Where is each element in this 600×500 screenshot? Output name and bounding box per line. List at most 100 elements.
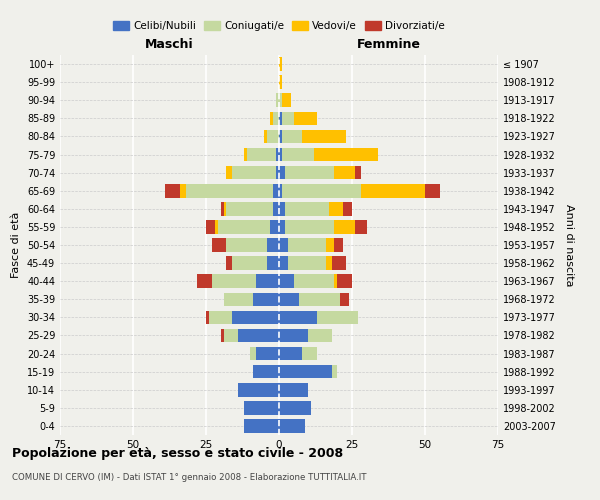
Text: COMUNE DI CERVO (IM) - Dati ISTAT 1° gennaio 2008 - Elaborazione TUTTITALIA.IT: COMUNE DI CERVO (IM) - Dati ISTAT 1° gen… [12, 472, 367, 482]
Bar [268, 130, 279, 143]
Y-axis label: Anni di nascita: Anni di nascita [564, 204, 574, 286]
Bar [282, 112, 293, 125]
Bar [226, 202, 273, 215]
Bar [212, 274, 256, 288]
Bar [279, 112, 282, 125]
Bar [265, 130, 268, 143]
Bar [224, 202, 226, 215]
Bar [165, 184, 180, 198]
Bar [221, 202, 224, 215]
Legend: Celibi/Nubili, Coniugati/e, Vedovi/e, Divorziati/e: Celibi/Nubili, Coniugati/e, Vedovi/e, Di… [109, 16, 449, 35]
Bar [334, 166, 355, 179]
Bar [279, 274, 293, 288]
Bar [279, 94, 282, 107]
Bar [285, 202, 329, 215]
Bar [332, 365, 337, 378]
Bar [334, 220, 355, 234]
Bar [270, 112, 273, 125]
Bar [185, 184, 273, 198]
Text: Maschi: Maschi [145, 38, 194, 52]
Bar [247, 148, 276, 162]
Bar [361, 184, 425, 198]
Bar [253, 365, 279, 378]
Bar [279, 256, 288, 270]
Y-axis label: Fasce di età: Fasce di età [11, 212, 21, 278]
Bar [232, 166, 276, 179]
Bar [232, 256, 268, 270]
Bar [215, 220, 218, 234]
Bar [276, 166, 279, 179]
Bar [244, 148, 247, 162]
Bar [337, 274, 352, 288]
Text: Femmine: Femmine [356, 38, 421, 52]
Bar [226, 238, 268, 252]
Bar [279, 166, 285, 179]
Bar [288, 256, 326, 270]
Bar [253, 292, 279, 306]
Bar [268, 256, 279, 270]
Bar [288, 238, 326, 252]
Bar [232, 310, 279, 324]
Bar [270, 220, 279, 234]
Bar [238, 383, 279, 396]
Bar [238, 328, 279, 342]
Bar [285, 220, 334, 234]
Bar [279, 130, 282, 143]
Bar [226, 166, 232, 179]
Bar [224, 328, 238, 342]
Bar [279, 148, 282, 162]
Bar [279, 220, 285, 234]
Bar [308, 328, 332, 342]
Bar [314, 148, 378, 162]
Bar [282, 94, 290, 107]
Bar [285, 166, 334, 179]
Bar [279, 419, 305, 432]
Bar [329, 202, 343, 215]
Bar [279, 365, 332, 378]
Bar [206, 310, 209, 324]
Bar [279, 310, 317, 324]
Bar [212, 238, 226, 252]
Bar [302, 130, 346, 143]
Bar [279, 184, 282, 198]
Bar [279, 292, 299, 306]
Bar [256, 274, 279, 288]
Bar [250, 347, 256, 360]
Bar [293, 112, 317, 125]
Bar [425, 184, 440, 198]
Bar [282, 130, 302, 143]
Bar [279, 383, 308, 396]
Bar [180, 184, 185, 198]
Bar [334, 238, 343, 252]
Bar [273, 184, 279, 198]
Bar [224, 292, 253, 306]
Bar [209, 310, 232, 324]
Bar [197, 274, 212, 288]
Bar [279, 347, 302, 360]
Bar [279, 328, 308, 342]
Bar [256, 347, 279, 360]
Bar [282, 148, 314, 162]
Bar [299, 292, 340, 306]
Bar [317, 310, 358, 324]
Bar [326, 256, 332, 270]
Bar [282, 184, 361, 198]
Bar [226, 256, 232, 270]
Bar [302, 347, 317, 360]
Bar [206, 220, 215, 234]
Bar [355, 220, 367, 234]
Bar [279, 58, 282, 71]
Bar [273, 202, 279, 215]
Bar [334, 274, 337, 288]
Bar [218, 220, 270, 234]
Bar [343, 202, 352, 215]
Bar [279, 202, 285, 215]
Bar [276, 148, 279, 162]
Bar [279, 238, 288, 252]
Bar [355, 166, 361, 179]
Bar [279, 76, 282, 89]
Bar [276, 94, 279, 107]
Bar [340, 292, 349, 306]
Bar [293, 274, 334, 288]
Bar [244, 419, 279, 432]
